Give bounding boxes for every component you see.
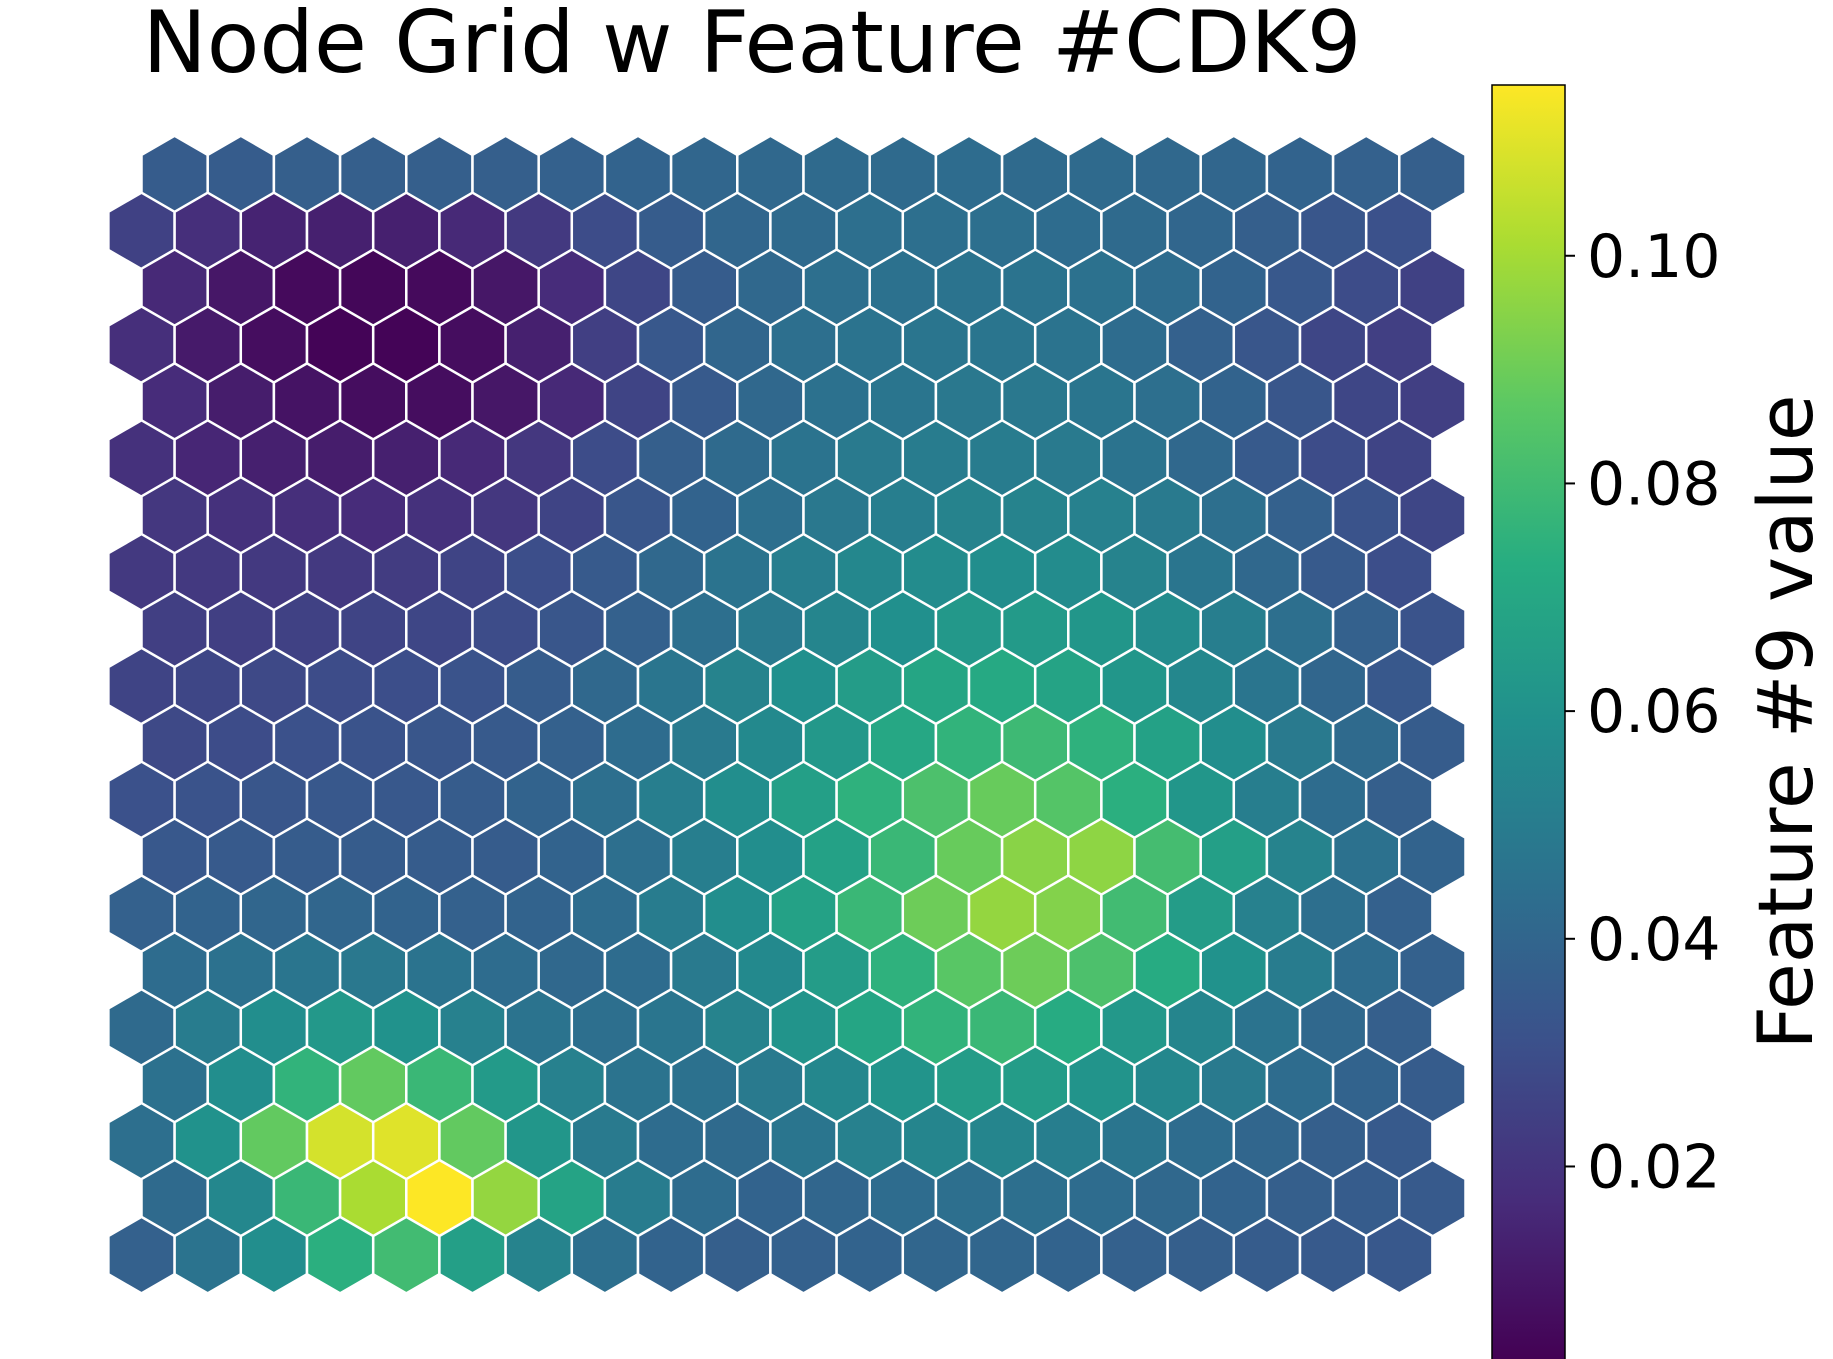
hex-grid xyxy=(107,134,1467,1295)
colorbar-tick-label: 0.08 xyxy=(1587,449,1721,519)
colorbar-tick-label: 0.10 xyxy=(1587,222,1721,292)
colorbar-ticks: 0.02 0.04 0.06 0.08 0.10 xyxy=(1565,222,1721,1202)
hex-node xyxy=(1364,1215,1434,1295)
colorbar-label: Feature #9 value xyxy=(1741,394,1830,1049)
colorbar-tick-label: 0.04 xyxy=(1587,905,1721,975)
colorbar: 0.02 0.04 0.06 0.08 0.10 xyxy=(1491,84,1721,1359)
colorbar-tick-label: 0.02 xyxy=(1587,1132,1721,1202)
colorbar-tick-label: 0.06 xyxy=(1587,677,1721,747)
chart-title: Node Grid w Feature #CDK9 xyxy=(142,0,1361,93)
colorbar-bar xyxy=(1491,84,1566,1359)
